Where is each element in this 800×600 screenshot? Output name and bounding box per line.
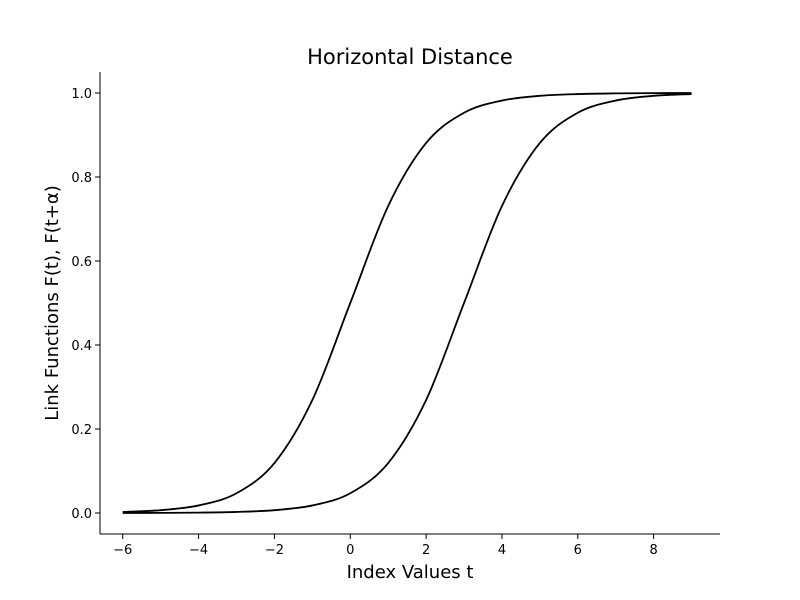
y-axis-label: Link Functions F(t), F(t+α) bbox=[42, 185, 63, 421]
y-tick-label: 0.0 bbox=[71, 507, 92, 522]
x-tick-label: 8 bbox=[649, 543, 657, 558]
series-line-1 bbox=[122, 92, 692, 513]
y-tick-label: 1.0 bbox=[71, 87, 92, 102]
x-tick-label: −2 bbox=[265, 543, 284, 558]
x-tick-label: 4 bbox=[498, 543, 506, 558]
series-line-2 bbox=[122, 93, 692, 514]
x-tick-label: −4 bbox=[189, 543, 208, 558]
x-ticks: −6 −4 −2 0 2 4 6 8 bbox=[113, 534, 658, 558]
x-axis-label: Index Values t bbox=[347, 562, 474, 583]
y-tick-label: 0.4 bbox=[71, 339, 92, 354]
x-tick-label: −6 bbox=[113, 543, 132, 558]
y-tick-label: 0.8 bbox=[71, 171, 92, 186]
y-tick-label: 0.2 bbox=[71, 423, 92, 438]
y-ticks: 0.0 0.2 0.4 0.6 0.8 1.0 bbox=[71, 87, 100, 522]
x-tick-label: 2 bbox=[422, 543, 430, 558]
x-tick-label: 6 bbox=[574, 543, 582, 558]
plot-area bbox=[122, 92, 692, 514]
y-tick-label: 0.6 bbox=[71, 255, 92, 270]
x-tick-label: 0 bbox=[346, 543, 354, 558]
chart-title: Horizontal Distance bbox=[307, 45, 513, 69]
